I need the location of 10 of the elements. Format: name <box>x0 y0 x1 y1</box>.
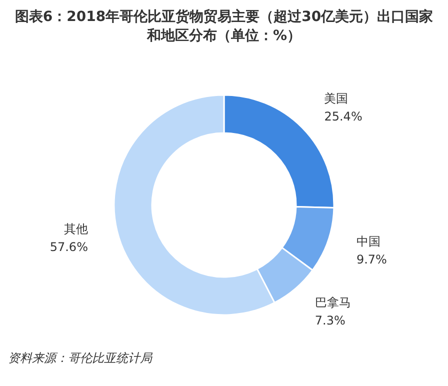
category-label: 其他 <box>64 222 88 236</box>
title: 图表6：2018年哥伦比亚货物贸易主要（超过30亿美元）出口国家和地区分布（单位：%） <box>14 8 434 46</box>
category-label: 巴拿马 <box>314 295 351 310</box>
data-label: 57.6% <box>50 240 88 254</box>
annotation: 资料来源：哥伦比亚统计局 <box>8 350 152 367</box>
data-label: 9.7% <box>356 252 387 266</box>
data-label: 7.3% <box>314 313 346 328</box>
category-label: 美国 <box>324 91 348 106</box>
data-label: 25.4% <box>324 109 362 124</box>
category-label: 中国 <box>356 234 380 248</box>
